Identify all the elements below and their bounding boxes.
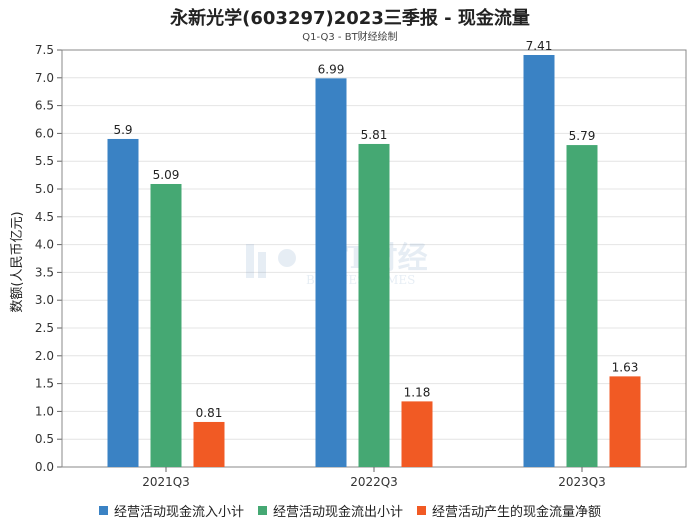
- y-tick-label: 6.5: [35, 99, 54, 113]
- x-tick-label: 2023Q3: [558, 475, 606, 489]
- legend-item[interactable]: 经营活动产生的现金流量净额: [417, 501, 601, 520]
- y-tick-label: 5.5: [35, 154, 54, 168]
- y-tick-label: 0.5: [35, 432, 54, 446]
- bar-2022Q3-1: [358, 143, 390, 468]
- bar-2022Q3-0: [315, 78, 347, 467]
- bar-2021Q3-2: [193, 421, 225, 467]
- bar-2022Q3-2: [401, 401, 433, 467]
- y-axis-label: 数额(人民币亿元): [10, 211, 25, 312]
- chart-plot: BT财经 BUSINESSTIMES 0.00.51.01.52.02.53.0…: [10, 39, 687, 489]
- data-label: 5.79: [569, 129, 596, 143]
- data-label: 5.9: [113, 123, 132, 137]
- legend-swatch-icon: [257, 505, 267, 515]
- y-tick-label: 1.0: [35, 404, 54, 418]
- watermark-bar-icon: [258, 252, 266, 278]
- data-label: 5.09: [153, 168, 180, 182]
- y-tick-label: 3.5: [35, 265, 54, 279]
- legend-swatch-icon: [417, 505, 426, 515]
- data-label: 1.63: [612, 360, 639, 374]
- x-tick-label: 2021Q3: [142, 475, 190, 489]
- legend-label: 经营活动产生的现金流量净额: [432, 504, 602, 520]
- bar-2023Q3-1: [566, 145, 598, 468]
- labels-layer: 5.9 5.09 0.81 6.99 5.81 1.18 7.41 5.79 1.63: [113, 39, 638, 420]
- legend-label: 经营活动现金流入小计: [113, 504, 244, 520]
- axes-layer: 0.0 0.5 1.0 1.5 2.0 2.5 3.0 3.5 4.0 4.5 5.0 5.5 6.0 6…: [35, 43, 687, 489]
- data-label: 0.81: [196, 406, 223, 420]
- bars-layer: [107, 55, 641, 468]
- legend-label: 经营活动现金流出小计: [272, 504, 403, 520]
- data-label: 7.41: [526, 39, 553, 53]
- legend-item[interactable]: 经营活动现金流入小计: [98, 501, 244, 520]
- data-label: 6.99: [318, 62, 345, 76]
- bar-2023Q3-2: [609, 376, 641, 467]
- y-tick-label: 1.5: [35, 377, 54, 391]
- y-tick-label: 7.0: [35, 71, 54, 85]
- y-tick-label: 6.0: [35, 126, 54, 140]
- y-tick-label: 4.5: [35, 210, 54, 224]
- y-tick-label: 4.0: [35, 238, 54, 252]
- y-tick-label: 3.0: [35, 293, 54, 307]
- legend-swatch-icon: [98, 505, 108, 515]
- x-tick-label: 2022Q3: [350, 475, 398, 489]
- watermark-bar-icon: [246, 244, 254, 278]
- bar-2021Q3-0: [107, 138, 139, 467]
- chart-title: 永新光学(603297)2023三季报 - 现金流量: [170, 8, 530, 29]
- y-tick-label: 7.5: [35, 43, 54, 57]
- data-label: 5.81: [361, 128, 388, 142]
- legend: 经营活动现金流入小计 经营活动现金流出小计 经营活动产生的现金流量净额: [0, 500, 700, 520]
- chart-subtitle: Q1-Q3 - BT财经绘制: [302, 32, 398, 43]
- y-tick-label: 2.0: [35, 349, 54, 363]
- y-tick-label: 0.0: [35, 460, 54, 474]
- y-tick-label: 5.0: [35, 182, 54, 196]
- bar-2023Q3-0: [523, 55, 555, 468]
- y-tick-label: 2.5: [35, 321, 54, 335]
- bar-2021Q3-1: [150, 183, 182, 467]
- data-label: 1.18: [404, 385, 431, 399]
- watermark-dot-icon: [278, 249, 296, 267]
- legend-item[interactable]: 经营活动现金流出小计: [257, 501, 403, 520]
